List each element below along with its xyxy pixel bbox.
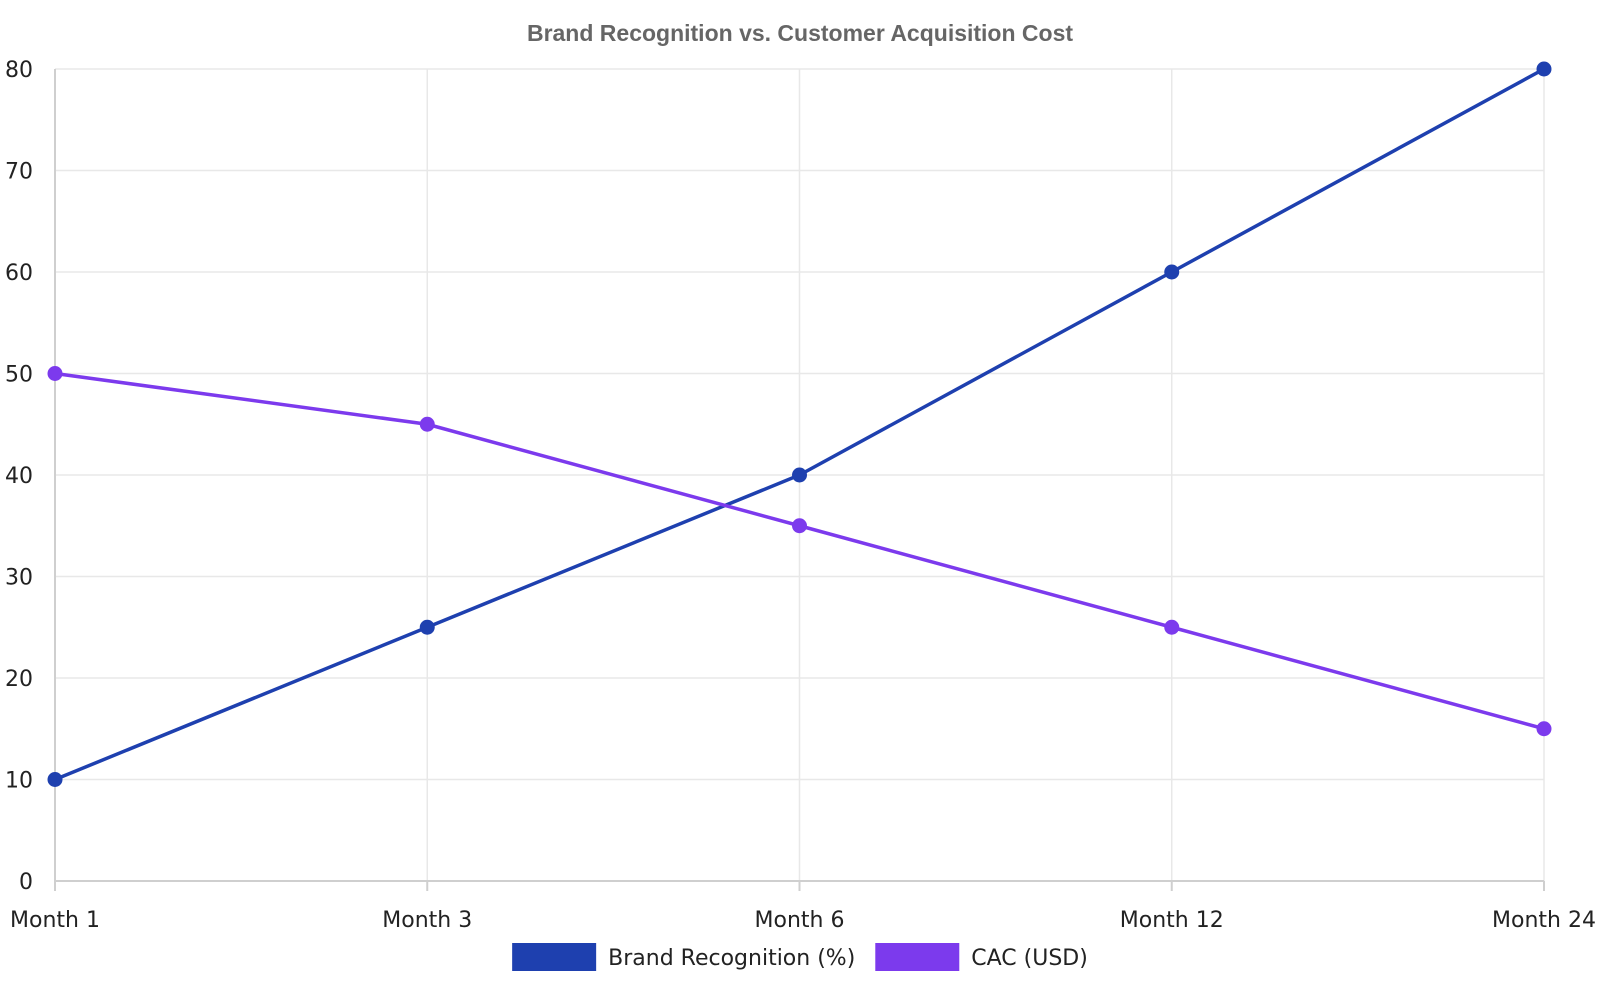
data-point[interactable] <box>419 619 435 635</box>
y-tick-label: 70 <box>5 160 33 185</box>
legend-item[interactable]: Brand Recognition (%) <box>512 943 855 971</box>
y-tick-label: 60 <box>5 261 33 286</box>
x-tick-label: Month 12 <box>1120 908 1224 933</box>
data-point[interactable] <box>419 416 435 432</box>
data-point[interactable] <box>47 366 63 381</box>
legend-label: CAC (USD) <box>971 946 1088 971</box>
y-tick-label: 40 <box>5 464 33 489</box>
y-tick-label: 0 <box>19 870 33 895</box>
legend-label: Brand Recognition (%) <box>608 946 855 971</box>
data-point[interactable] <box>47 772 63 787</box>
x-tick-label: Month 24 <box>1492 908 1596 933</box>
y-tick-label: 30 <box>5 566 33 591</box>
data-point[interactable] <box>1164 264 1180 280</box>
series-cac-usd <box>47 366 1552 737</box>
legend-item[interactable]: CAC (USD) <box>875 943 1088 971</box>
y-tick-label: 20 <box>5 667 33 692</box>
data-point[interactable] <box>1164 619 1180 635</box>
data-point[interactable] <box>1536 721 1552 737</box>
series-brand-recognition <box>47 61 1552 787</box>
data-point[interactable] <box>792 518 807 534</box>
legend: Brand Recognition (%) CAC (USD) <box>512 943 1088 971</box>
x-tick-label: Month 1 <box>10 908 100 933</box>
chart-title: Brand Recognition vs. Customer Acquisiti… <box>527 20 1073 46</box>
series-layer <box>47 61 1552 787</box>
x-tick-label: Month 3 <box>382 908 472 933</box>
axes: 0 10 20 30 40 50 60 70 80 Month 1 Month 3 Month 6 Mo… <box>5 58 1596 933</box>
data-point[interactable] <box>1536 61 1552 77</box>
legend-swatch <box>875 943 960 971</box>
x-tick-label: Month 6 <box>755 908 845 933</box>
y-tick-label: 80 <box>5 58 33 83</box>
y-tick-label: 10 <box>5 769 33 794</box>
y-tick-label: 50 <box>5 363 33 388</box>
legend-swatch <box>512 943 597 971</box>
data-point[interactable] <box>792 467 807 483</box>
